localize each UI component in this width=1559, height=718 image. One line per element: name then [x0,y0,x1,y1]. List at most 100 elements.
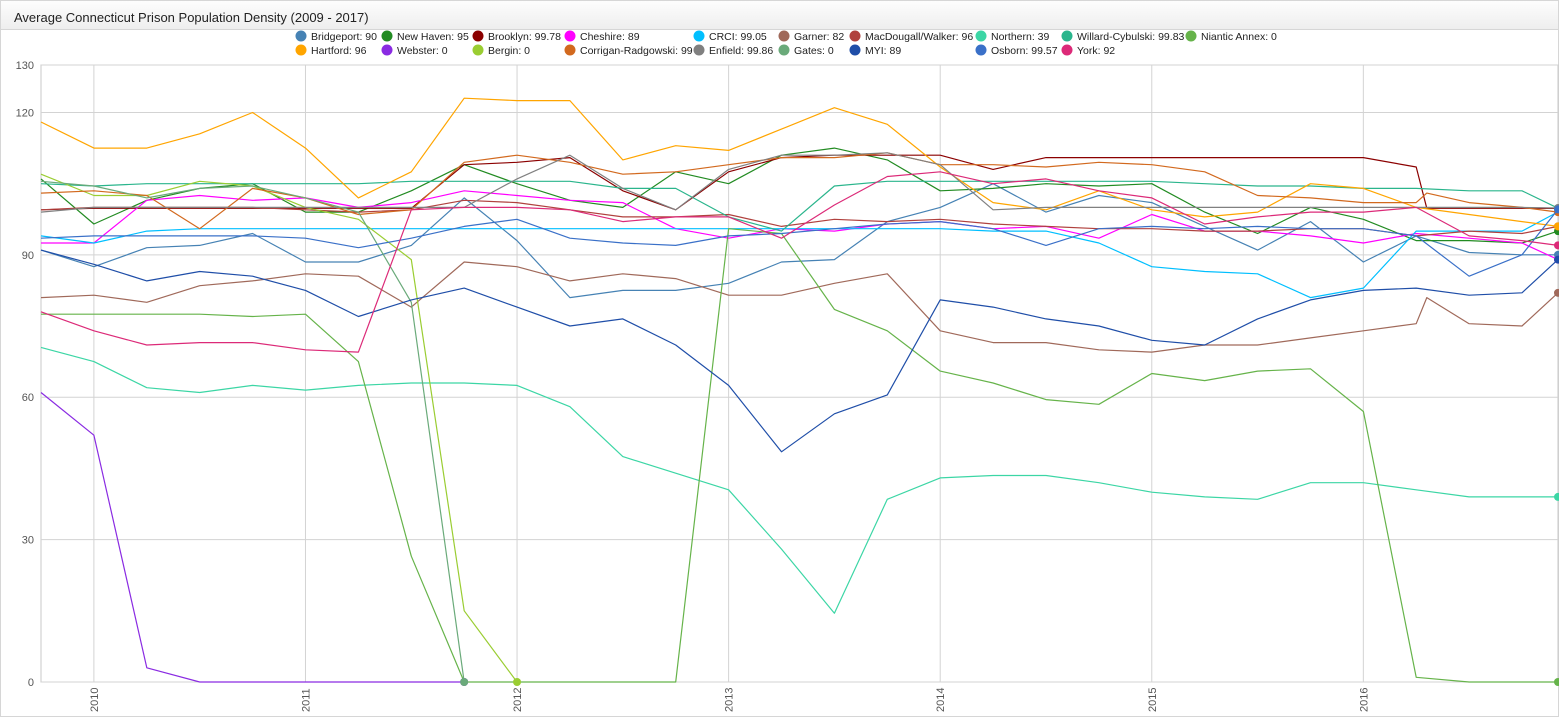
series-end-marker-myi [1554,255,1559,264]
series-line-york [40,171,1559,353]
y-tick-label: 120 [16,107,34,119]
legend-swatch [778,44,790,56]
legend-label: Cheshire: 89 [580,31,640,43]
legend-label: Webster: 0 [397,45,448,57]
legend-item-corrigan-radgowski[interactable]: Corrigan-Radgowski: 99 [564,44,693,58]
legend-item-garner[interactable]: Garner: 82 [778,30,845,44]
legend-label: CRCI: 99.05 [709,31,767,43]
grid [40,64,1559,683]
legend-item-niantic-annex[interactable]: Niantic Annex: 0 [1185,30,1278,44]
legend-item-brooklyn[interactable]: Brooklyn: 99.78 [472,30,562,44]
series-line-webster [40,392,465,683]
legend-swatch [1061,30,1073,42]
y-tick-label: 30 [22,535,34,547]
legend-swatch [381,30,393,42]
series-line-niantic-annex [41,228,1558,683]
series-line-cheshire [41,190,1559,261]
legend-label: New Haven: 95 [397,31,469,43]
x-tick-label: 2015 [1147,688,1159,712]
legend-swatch [975,44,987,56]
legend-label: York: 92 [1077,45,1115,57]
legend-label: MYI: 89 [865,45,901,57]
legend-label: Niantic Annex: 0 [1201,31,1277,43]
legend-item-northern[interactable]: Northern: 39 [975,30,1050,44]
legend-item-osborn[interactable]: Osborn: 99.57 [975,44,1058,58]
legend-swatch [1185,30,1197,42]
series-line-enfield [40,152,1559,213]
series-line-bergin [40,173,518,683]
legend-label: Garner: 82 [794,31,844,43]
series-end-marker-osborn [1554,205,1559,214]
legend-swatch [975,30,987,42]
legend-swatch [472,30,484,42]
legend-item-bridgeport[interactable]: Bridgeport: 90 [295,30,378,44]
y-tick-label: 60 [22,392,34,404]
series-end-marker-hartford [1554,222,1559,231]
legend-label: Osborn: 99.57 [991,45,1058,57]
legend-item-webster[interactable]: Webster: 0 [381,44,448,58]
series-line-garner [40,261,1559,353]
legend-swatch [849,30,861,42]
series-end-marker-northern [1554,492,1559,501]
legend-item-crci[interactable]: CRCI: 99.05 [693,30,767,44]
legend-label: Bridgeport: 90 [311,31,377,43]
legend-label: Willard-Cybulski: 99.83 [1077,31,1185,43]
legend-item-enfield[interactable]: Enfield: 99.86 [693,44,774,58]
legend-label: Hartford: 96 [311,45,367,57]
x-tick-label: 2014 [935,688,947,712]
x-tick-label: 2010 [89,688,101,712]
legend-label: Brooklyn: 99.78 [488,31,561,43]
series-line-myi [40,249,1559,453]
legend-item-bergin[interactable]: Bergin: 0 [472,44,531,58]
series-end-marker-niantic-annex [1554,678,1559,686]
legend-label: Enfield: 99.86 [709,45,773,57]
series-end-marker-york [1554,241,1559,250]
series-line-hartford [40,97,1559,227]
legend-label: Bergin: 0 [488,45,530,57]
legend: Bridgeport: 90 New Haven: 95 Brooklyn: 99.… [295,30,1278,58]
legend-item-macdougall-walker[interactable]: MacDougall/Walker: 96 [849,30,974,44]
series-line-willard-cybulski [40,180,1559,232]
widget-header: Average Connecticut Prison Population De… [1,1,1558,30]
plot-area [40,97,1559,686]
legend-swatch [693,44,705,56]
legend-swatch [295,44,307,56]
series-line-gates [40,180,465,683]
legend-swatch [381,44,393,56]
legend-item-hartford[interactable]: Hartford: 96 [295,44,367,58]
legend-item-myi[interactable]: MYI: 89 [849,44,902,58]
legend-label: Corrigan-Radgowski: 99 [580,45,693,57]
x-axis-ticks: 2010 2011 2012 2013 2014 2015 2016 [89,688,1370,712]
legend-swatch [849,44,861,56]
series-end-marker-gates [460,678,469,686]
series-line-osborn [40,209,1559,277]
legend-item-new-haven[interactable]: New Haven: 95 [381,30,469,44]
chart-title: Average Connecticut Prison Population De… [14,10,369,25]
y-tick-label: 130 [16,60,34,72]
legend-swatch [778,30,790,42]
legend-label: Northern: 39 [991,31,1050,43]
legend-swatch [295,30,307,42]
series-line-northern [40,346,1558,614]
legend-item-cheshire[interactable]: Cheshire: 89 [564,30,640,44]
x-tick-label: 2016 [1358,688,1370,712]
legend-swatch [564,30,576,42]
plot-frame [40,64,1559,683]
y-tick-label: 0 [28,677,34,689]
legend-swatch [564,44,576,56]
y-axis-ticks: 0 30 60 90 120 130 [16,60,34,689]
x-tick-label: 2013 [724,688,736,712]
legend-swatch [693,30,705,42]
series-end-marker-garner [1554,288,1559,297]
legend-item-willard-cybulski[interactable]: Willard-Cybulski: 99.83 [1061,30,1185,44]
legend-item-york[interactable]: York: 92 [1061,44,1116,58]
x-tick-label: 2011 [300,688,312,712]
legend-item-gates[interactable]: Gates: 0 [778,44,834,58]
legend-swatch [1061,44,1073,56]
x-tick-label: 2012 [512,688,524,712]
legend-label: Gates: 0 [794,45,834,57]
series-line-crci [40,211,1559,299]
legend-label: MacDougall/Walker: 96 [865,31,973,43]
